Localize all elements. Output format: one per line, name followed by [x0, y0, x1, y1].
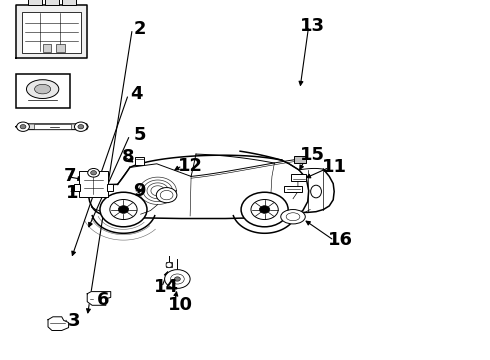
Text: 1: 1: [66, 184, 79, 202]
Text: 12: 12: [177, 157, 203, 175]
Polygon shape: [16, 124, 88, 130]
Text: 4: 4: [130, 85, 143, 103]
Text: 14: 14: [154, 278, 179, 296]
Ellipse shape: [286, 213, 300, 221]
Ellipse shape: [281, 210, 305, 224]
Circle shape: [165, 270, 190, 288]
Bar: [45, 0, 59, 5]
Bar: [294, 156, 306, 163]
Polygon shape: [87, 292, 111, 305]
Bar: [166, 262, 172, 267]
Bar: [74, 184, 80, 191]
Circle shape: [259, 206, 270, 213]
Circle shape: [118, 206, 129, 213]
Bar: [291, 174, 306, 181]
Text: 10: 10: [168, 296, 193, 314]
Ellipse shape: [26, 80, 59, 99]
Circle shape: [171, 274, 184, 284]
Circle shape: [100, 192, 147, 227]
Ellipse shape: [156, 188, 177, 203]
Text: 6: 6: [97, 291, 109, 309]
Polygon shape: [16, 5, 87, 58]
Circle shape: [91, 171, 97, 175]
Circle shape: [74, 122, 87, 131]
Circle shape: [174, 277, 180, 281]
Circle shape: [17, 122, 29, 131]
Ellipse shape: [34, 84, 51, 94]
Ellipse shape: [311, 185, 321, 198]
Circle shape: [88, 168, 99, 177]
Circle shape: [241, 192, 288, 227]
Text: 15: 15: [300, 146, 325, 164]
Polygon shape: [48, 317, 69, 330]
Bar: [56, 44, 65, 52]
Text: 13: 13: [300, 17, 325, 35]
Text: 11: 11: [321, 158, 347, 176]
Bar: [107, 184, 113, 191]
Text: 9: 9: [133, 182, 146, 200]
Bar: [28, 0, 42, 5]
Bar: [43, 44, 51, 52]
Text: 8: 8: [122, 148, 135, 166]
Circle shape: [78, 125, 84, 129]
Text: 3: 3: [68, 312, 81, 330]
Bar: [79, 171, 108, 197]
Text: 5: 5: [133, 126, 146, 144]
Text: 16: 16: [328, 231, 353, 249]
Text: 2: 2: [133, 20, 146, 38]
Text: 7: 7: [64, 167, 76, 185]
Bar: [62, 0, 76, 5]
Bar: [284, 186, 302, 192]
Bar: [16, 74, 70, 108]
Bar: [135, 157, 144, 165]
Bar: [22, 12, 81, 53]
Polygon shape: [166, 262, 172, 268]
Bar: [34, 124, 71, 129]
Circle shape: [20, 125, 26, 129]
Ellipse shape: [160, 190, 173, 200]
